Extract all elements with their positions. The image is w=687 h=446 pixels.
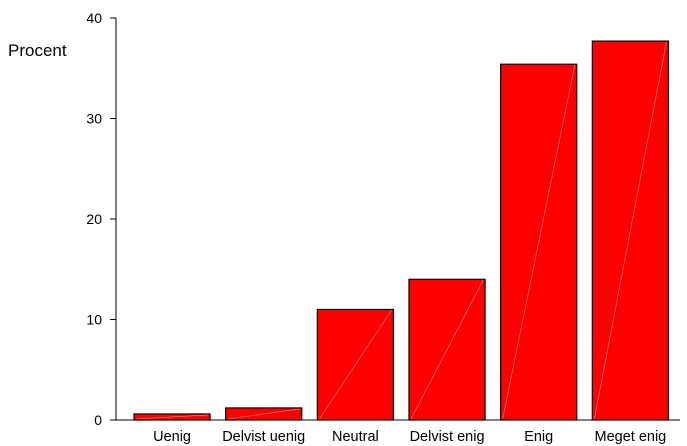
x-tick-label: Delvist enig [410, 429, 485, 445]
x-tick-label: Meget enig [595, 429, 667, 445]
y-tick-label: 10 [86, 312, 102, 328]
y-axis-label: Procent [8, 41, 67, 60]
x-tick-label: Enig [524, 429, 553, 445]
x-tick-label: Uenig [153, 429, 191, 445]
x-axis-categories: Uenig Delvist uenig Neutral Delvist enig Eni… [153, 429, 666, 445]
bar-shading [594, 42, 667, 420]
y-tick-label: 0 [94, 412, 102, 428]
bars [133, 40, 670, 421]
bar-shading [502, 65, 576, 420]
y-tick-label: 40 [86, 10, 102, 26]
y-tick-label: 30 [86, 111, 102, 127]
bar-shading [319, 310, 392, 420]
x-tick-label: Neutral [332, 429, 379, 445]
bar-shading [227, 408, 300, 420]
bar-shading [135, 414, 209, 420]
bar [316, 308, 395, 421]
y-tick-label: 20 [86, 211, 102, 227]
x-tick-label: Delvist uenig [222, 429, 305, 445]
bar-shading [410, 280, 484, 420]
